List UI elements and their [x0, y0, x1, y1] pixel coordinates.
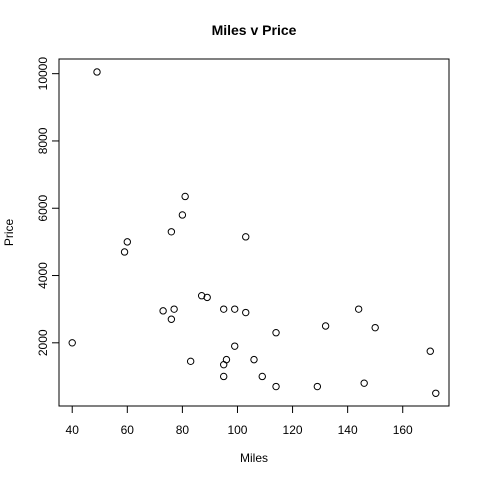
data-point [220, 305, 228, 313]
data-point [231, 342, 239, 350]
x-tick-label: 80 [176, 423, 190, 437]
x-axis-label: Miles [240, 451, 268, 465]
data-point [203, 293, 211, 302]
data-points [68, 68, 440, 397]
data-point [167, 315, 176, 323]
y-tick-label: 6000 [36, 195, 50, 222]
data-point [313, 382, 322, 391]
y-axis: 2000 4000 6000 8000 10000 [36, 57, 60, 356]
chart-title: Miles v Price [212, 22, 297, 38]
data-point [123, 238, 132, 246]
data-point [360, 379, 368, 387]
data-point [170, 305, 178, 313]
data-point [321, 322, 330, 330]
y-tick-label: 10000 [36, 57, 50, 91]
data-point [250, 355, 258, 364]
data-point [186, 357, 195, 366]
data-point [222, 355, 231, 364]
data-point [220, 372, 228, 381]
data-point [426, 347, 434, 355]
x-tick-label: 140 [338, 423, 358, 437]
data-point [120, 248, 129, 256]
plot-frame [58, 58, 450, 407]
x-tick-label: 40 [66, 423, 80, 437]
data-point [231, 305, 239, 313]
data-point [159, 307, 167, 315]
y-tick-label: 8000 [36, 127, 50, 154]
x-tick-label: 60 [121, 423, 135, 437]
data-point [354, 305, 363, 313]
data-point [242, 308, 250, 317]
y-tick-label: 2000 [36, 329, 50, 356]
data-point [272, 382, 280, 391]
data-point [167, 228, 176, 236]
data-point [178, 211, 187, 219]
data-point [272, 329, 280, 337]
x-tick-label: 160 [393, 423, 413, 437]
x-axis: 40 60 80 100 120 140 160 [66, 405, 413, 437]
data-point [242, 233, 250, 241]
y-tick-label: 4000 [36, 262, 50, 289]
data-point [93, 68, 101, 76]
data-point [371, 323, 379, 332]
y-axis-label: Price [2, 219, 16, 247]
data-point [258, 372, 266, 381]
x-tick-label: 100 [227, 423, 247, 437]
data-point [432, 389, 440, 397]
x-tick-label: 120 [283, 423, 303, 437]
data-point [181, 192, 189, 201]
data-point [68, 339, 76, 347]
